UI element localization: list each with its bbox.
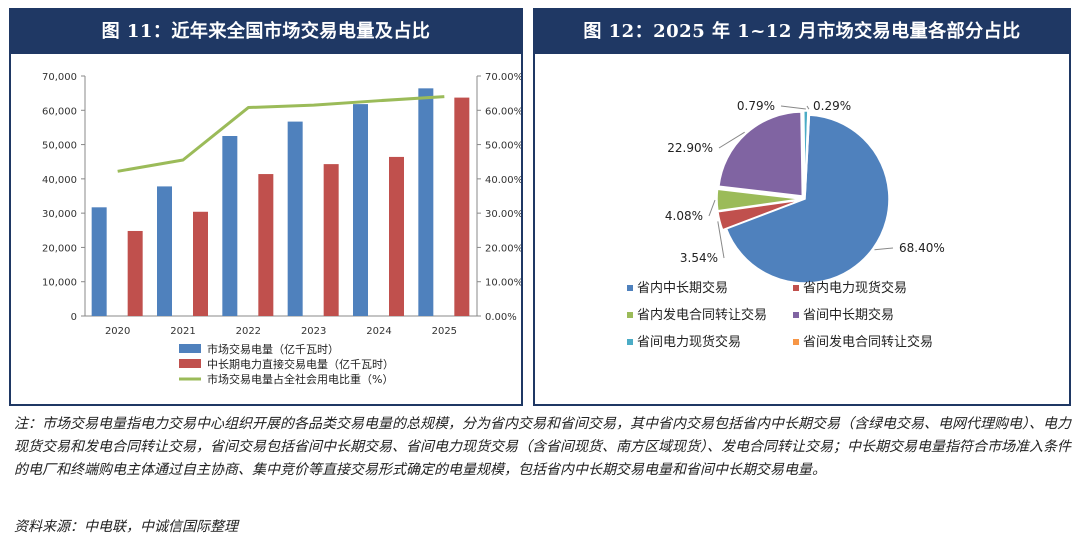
chart-title: 图 12：2025 年 1~12 月市场交易电量各部分占比	[535, 10, 1069, 54]
legend-label: 省内发电合同转让交易	[637, 307, 767, 323]
leader-line	[718, 131, 745, 149]
bar	[418, 88, 434, 316]
legend-label: 省内电力现货交易	[803, 280, 907, 296]
y-tick-label: 10,000	[42, 278, 77, 289]
leader-line	[780, 105, 806, 110]
pie-chart: 68.40%3.54%4.08%22.90%0.79% 0.29%省内中长期交易省…	[627, 99, 945, 350]
data-label: 0.79%	[737, 99, 775, 113]
combo-chart: 0 10,000 20,000 30,000 40,000 50,000 60,000 70,…	[42, 72, 521, 386]
data-label: 0.29%	[813, 99, 851, 113]
x-tick-label: 2020	[105, 326, 130, 337]
bar	[389, 156, 404, 316]
y2-tick-label: 30.00%	[485, 209, 521, 220]
data-label: 68.40%	[899, 241, 945, 255]
y2-tick-label: 50.00%	[485, 141, 521, 152]
legend-swatch	[179, 344, 201, 353]
data-label: 3.54%	[680, 251, 718, 265]
pie-chart-panel: 图 12：2025 年 1~12 月市场交易电量各部分占比 68.40% 3.54…	[533, 8, 1071, 406]
legend-label: 省间中长期交易	[803, 307, 894, 323]
leader-line	[806, 105, 810, 110]
footnote: 注：市场交易电量指电力交易中心组织开展的各品类交易电量的总规模，分为省内交易和省…	[14, 416, 1071, 478]
x-tick-label: 2021	[170, 326, 195, 337]
series-line	[117, 95, 445, 173]
legend-swatch	[627, 285, 633, 291]
y-tick-label: 40,000	[42, 175, 77, 186]
y-tick-label: 20,000	[42, 243, 77, 254]
y-tick-label: 60,000	[42, 106, 77, 117]
y2-tick-label: 40.00%	[485, 175, 521, 186]
bar	[323, 164, 339, 316]
pie-slice	[725, 114, 890, 284]
legend-swatch	[793, 312, 799, 318]
data-label: 4.08%	[665, 209, 703, 223]
y2-tick-label: 70.00%	[485, 72, 521, 83]
y2-tick-label: 20.00%	[485, 243, 521, 254]
y2-tick-label: 0.00%	[485, 312, 517, 323]
combo-chart-panel: 图 11：近年来全国市场交易电量及占比 0 10,000 20,000 30,000 4…	[9, 8, 523, 406]
leader-line	[708, 199, 716, 217]
bar	[193, 211, 208, 316]
source-note: 资料来源：中电联，中诚信国际整理	[14, 519, 238, 535]
bar	[157, 186, 172, 316]
legend-label: 省内中长期交易	[637, 280, 728, 296]
pie-slice	[717, 199, 802, 231]
bar	[353, 104, 368, 316]
bar	[222, 136, 238, 316]
x-tick-label: 2022	[236, 326, 261, 337]
y2-tick-label: 60.00%	[485, 106, 521, 117]
legend-swatch	[179, 359, 201, 368]
legend-swatch	[793, 339, 799, 345]
bar	[287, 121, 303, 316]
bar	[454, 97, 470, 316]
legend-label: 省间发电合同转让交易	[803, 334, 933, 350]
legend-swatch	[627, 312, 633, 318]
chart-title: 图 11：近年来全国市场交易电量及占比	[11, 10, 521, 54]
bar	[91, 207, 107, 316]
legend-swatch	[793, 285, 799, 291]
y2-tick-label: 10.00%	[485, 278, 521, 289]
pie-slice	[716, 188, 802, 212]
x-tick-label: 2024	[366, 326, 391, 337]
bar	[127, 230, 143, 316]
legend-label: 市场交易电量（亿千瓦时）	[207, 342, 339, 356]
pie-slice	[718, 111, 804, 197]
legend-label: 中长期电力直接交易电量（亿千瓦时）	[207, 357, 394, 371]
y-tick-label: 50,000	[42, 141, 77, 152]
leader-line	[717, 221, 725, 259]
x-tick-label: 2025	[432, 326, 457, 337]
y-tick-label: 0	[71, 312, 77, 323]
pie-slice	[804, 110, 811, 196]
legend-label: 市场交易电量占全社会用电比重（%）	[207, 372, 393, 386]
legend-swatch	[627, 339, 633, 345]
x-tick-label: 2023	[301, 326, 326, 337]
data-label: 22.90%	[667, 141, 713, 155]
y-tick-label: 30,000	[42, 209, 77, 220]
leader-line	[874, 247, 894, 251]
legend-label: 省间电力现货交易	[637, 334, 741, 350]
y-tick-label: 70,000	[42, 72, 77, 83]
bar	[258, 174, 274, 316]
